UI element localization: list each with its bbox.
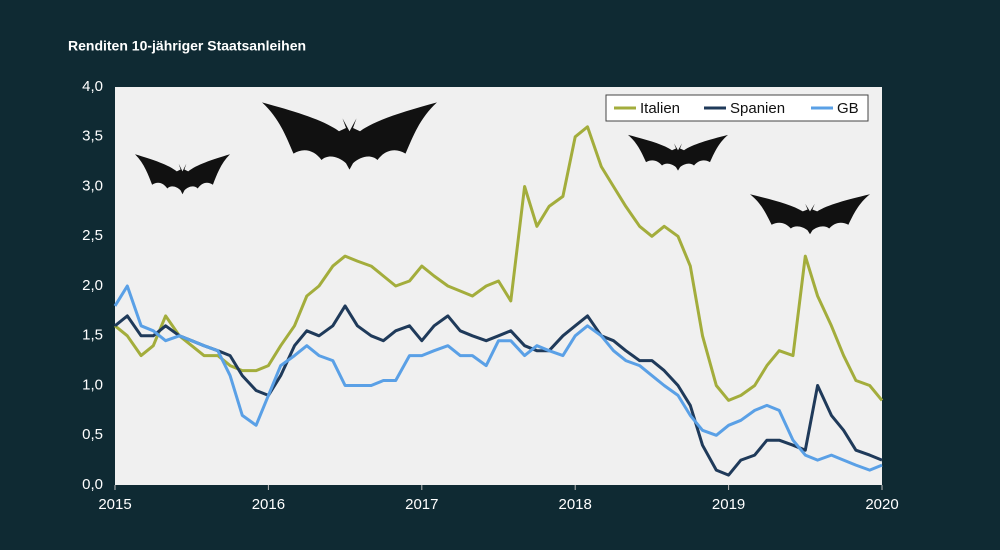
x-tick-label: 2018: [559, 496, 592, 513]
legend-label: Spanien: [730, 100, 785, 117]
legend: Italien Spanien GB: [605, 94, 869, 122]
y-tick-label: 0,5: [82, 426, 103, 443]
y-tick-label: 4,0: [82, 78, 103, 95]
x-tick-label: 2016: [252, 496, 285, 513]
plot: [113, 125, 884, 477]
series-line: [113, 284, 883, 472]
y-tick-label: 1,0: [82, 376, 103, 393]
x-tick-label: 2017: [405, 496, 438, 513]
y-tick-label: 3,5: [82, 128, 103, 145]
plot-area: [115, 87, 882, 485]
y-tick-label: 3,0: [82, 177, 103, 194]
chart-title: Renditen 10-jähriger Staatsanleihen: [68, 38, 306, 54]
y-tick-label: 0,0: [82, 476, 103, 493]
legend-label: GB: [837, 100, 859, 117]
y-tick-label: 1,5: [82, 327, 103, 344]
x-tick-label: 2019: [712, 496, 745, 513]
x-tick-label: 2020: [865, 496, 898, 513]
series-line: [114, 125, 884, 402]
y-tick-label: 2,5: [82, 227, 103, 244]
series-line: [114, 304, 883, 477]
y-tick-label: 2,0: [82, 277, 103, 294]
x-tick-label: 2015: [98, 496, 131, 513]
legend-label: Italien: [640, 100, 680, 117]
